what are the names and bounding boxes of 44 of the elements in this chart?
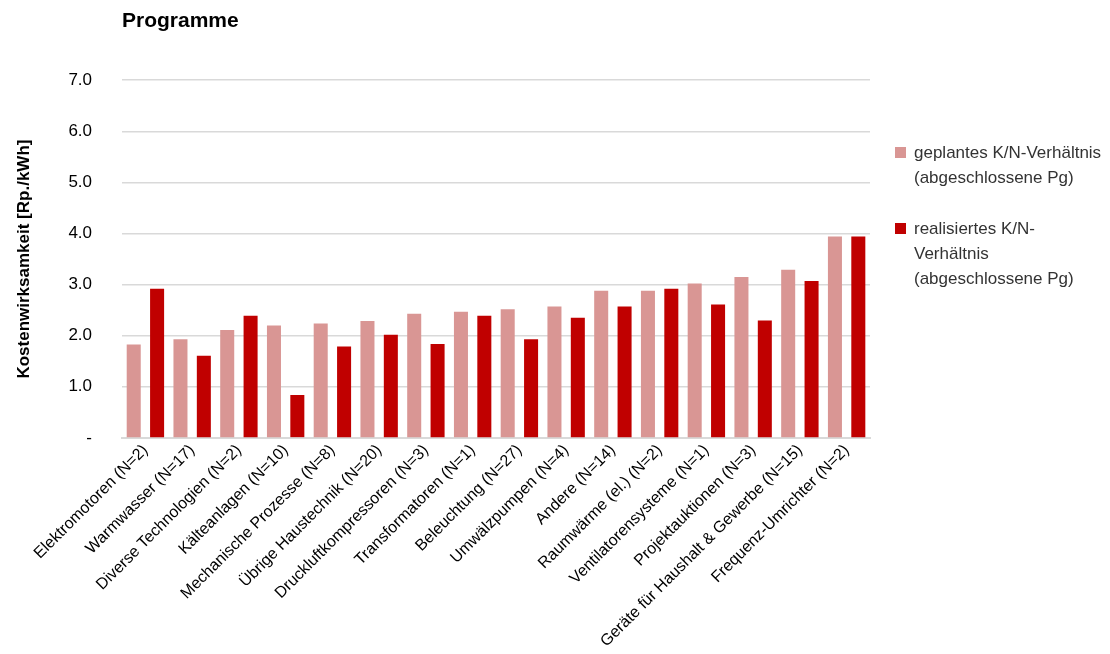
- bar: [290, 394, 305, 438]
- y-tick-label: 6.0: [68, 120, 93, 140]
- bar: [150, 288, 165, 438]
- bar: [757, 320, 772, 438]
- bar: [570, 317, 585, 438]
- y-tick-label: 2.0: [68, 325, 93, 345]
- bar: [640, 290, 655, 438]
- bar: [266, 325, 281, 438]
- bar: [407, 313, 422, 438]
- bar: [711, 304, 726, 438]
- bar: [196, 355, 211, 438]
- bar: [453, 311, 468, 438]
- bar: [851, 236, 866, 438]
- bar: [804, 281, 819, 438]
- chart-title: Programme: [122, 8, 239, 32]
- bar: [173, 339, 188, 438]
- bar: [827, 236, 842, 438]
- bar: [781, 269, 796, 438]
- bar: [313, 323, 328, 438]
- y-axis-title: Kostenwirksamkeit [Rp./kWh]: [13, 139, 33, 379]
- y-tick-label: -: [86, 427, 93, 447]
- bar: [734, 276, 749, 438]
- bar: [664, 288, 679, 438]
- y-tick-label: 1.0: [68, 376, 93, 396]
- bar: [360, 320, 375, 438]
- bar: [383, 334, 398, 438]
- y-tick-label: 3.0: [68, 274, 93, 294]
- legend-label: geplantes K/N-Verhältnis (abgeschlossene Pg): [914, 142, 1103, 189]
- bar: [243, 315, 258, 438]
- bar: [547, 306, 562, 438]
- bar: [477, 315, 492, 438]
- bar: [687, 283, 702, 438]
- bar: [594, 290, 609, 438]
- y-tick-label: 4.0: [68, 223, 93, 243]
- bar: [524, 339, 539, 438]
- bar: [617, 306, 632, 438]
- bar: [337, 346, 352, 438]
- y-tick-label: 5.0: [68, 172, 93, 192]
- legend-label: realisiertes K/N-Verhältnis (abgeschlossene Pg): [914, 218, 1075, 290]
- bar: [220, 330, 235, 438]
- y-tick-label: 7.0: [68, 69, 93, 89]
- bar: [126, 344, 141, 438]
- bar: [500, 309, 515, 438]
- bar: [430, 343, 445, 438]
